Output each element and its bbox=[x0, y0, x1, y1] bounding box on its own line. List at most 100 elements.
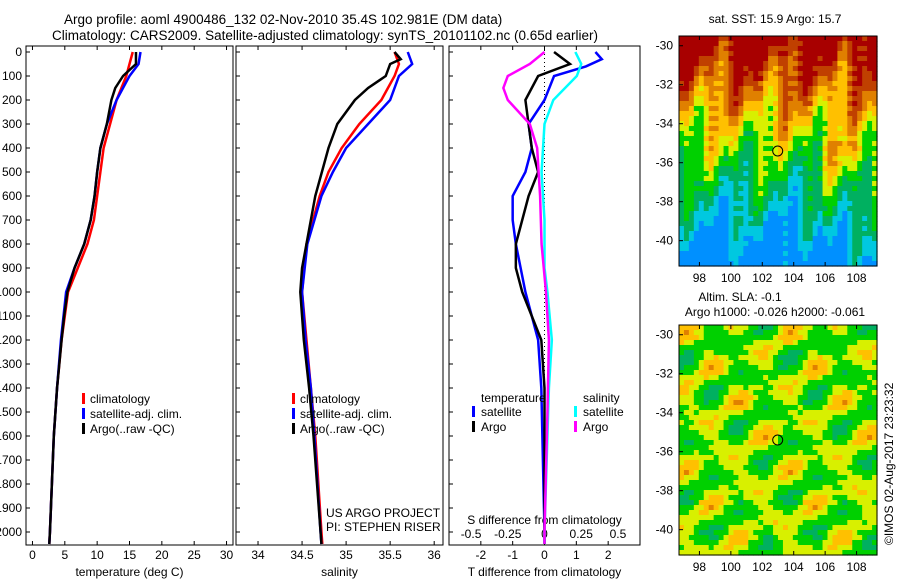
map-cell bbox=[758, 430, 764, 436]
map-cell bbox=[738, 465, 744, 471]
map-cell bbox=[822, 335, 829, 341]
map-cell bbox=[693, 425, 700, 431]
map-cell bbox=[703, 410, 710, 416]
map-cell bbox=[753, 525, 759, 531]
map-cell bbox=[862, 415, 868, 421]
map-cell bbox=[847, 545, 853, 551]
map-cell bbox=[688, 106, 695, 112]
map-cell bbox=[723, 540, 730, 546]
map-cell bbox=[812, 51, 819, 57]
map-cell bbox=[812, 495, 819, 501]
map-cell bbox=[807, 41, 814, 47]
map-cell bbox=[718, 450, 725, 456]
map-cell bbox=[807, 176, 814, 182]
map-cell bbox=[708, 505, 715, 511]
map-cell bbox=[807, 241, 814, 247]
map-cell bbox=[807, 420, 814, 426]
map-cell bbox=[693, 71, 700, 77]
map-cell bbox=[872, 196, 878, 202]
map-cell bbox=[792, 206, 799, 212]
map-cell bbox=[753, 46, 759, 52]
map-cell bbox=[822, 530, 829, 536]
map-cell bbox=[748, 510, 754, 516]
map-cell bbox=[723, 116, 730, 122]
map-cell bbox=[822, 345, 829, 351]
map-cell bbox=[827, 520, 834, 526]
map-cell bbox=[688, 395, 695, 401]
map-cell bbox=[792, 470, 799, 476]
map-cell bbox=[733, 410, 739, 416]
map-cell bbox=[763, 201, 769, 207]
map-cell bbox=[698, 261, 705, 267]
map-cell bbox=[778, 206, 784, 212]
map-cell bbox=[733, 81, 739, 87]
map-cell bbox=[862, 261, 868, 267]
map-cell bbox=[827, 256, 834, 262]
map-cell bbox=[773, 435, 779, 441]
map-cell bbox=[718, 465, 725, 471]
map-cell bbox=[802, 525, 809, 531]
map-cell bbox=[688, 231, 695, 237]
map-cell bbox=[748, 480, 754, 486]
map-cell bbox=[787, 261, 794, 267]
map-cell bbox=[758, 385, 764, 391]
map-cell bbox=[688, 460, 695, 466]
map-cell bbox=[872, 465, 878, 471]
map-cell bbox=[753, 256, 759, 262]
map-cell bbox=[867, 540, 873, 546]
map-cell bbox=[847, 256, 853, 262]
map-cell bbox=[693, 550, 700, 556]
map-cell bbox=[748, 71, 754, 77]
map-cell bbox=[763, 61, 769, 67]
map-cell bbox=[728, 111, 735, 117]
map-cell bbox=[773, 510, 779, 516]
map-cell bbox=[703, 470, 710, 476]
map-cell bbox=[857, 535, 863, 541]
map-cell bbox=[847, 36, 853, 42]
map-cell bbox=[837, 211, 843, 217]
map-cell bbox=[802, 545, 809, 551]
map-cell bbox=[872, 111, 878, 117]
map-cell bbox=[847, 410, 853, 416]
map-cell bbox=[748, 490, 754, 496]
map-cell bbox=[832, 465, 838, 471]
map-cell bbox=[723, 440, 730, 446]
map-cell bbox=[748, 455, 754, 461]
map-cell bbox=[683, 385, 690, 391]
map-cell bbox=[852, 345, 858, 351]
map-cell bbox=[872, 46, 878, 52]
map-cell bbox=[837, 156, 843, 162]
map-cell bbox=[837, 136, 843, 142]
map-cell bbox=[688, 330, 695, 336]
map-cell bbox=[768, 520, 774, 526]
map-cell bbox=[708, 36, 715, 42]
map-cell bbox=[773, 261, 779, 267]
map-cell bbox=[683, 375, 690, 381]
map-cell bbox=[693, 505, 700, 511]
map-cell bbox=[718, 136, 725, 142]
map-cell bbox=[782, 91, 789, 97]
map-cell bbox=[812, 186, 819, 192]
map-cell bbox=[827, 395, 834, 401]
map-cell bbox=[753, 345, 759, 351]
map-cell bbox=[763, 91, 769, 97]
map-cell bbox=[728, 330, 735, 336]
map-cell bbox=[807, 231, 814, 237]
map-cell bbox=[847, 236, 853, 242]
map-cell bbox=[812, 485, 819, 491]
map-cell bbox=[872, 510, 878, 516]
map-cell bbox=[832, 121, 838, 127]
map-cell bbox=[837, 495, 843, 501]
map-cell bbox=[837, 116, 843, 122]
map-cell bbox=[827, 385, 834, 391]
map-cell bbox=[773, 480, 779, 486]
map-cell bbox=[817, 400, 824, 406]
map-cell bbox=[683, 325, 690, 331]
map-cell bbox=[743, 550, 749, 556]
map-cell bbox=[683, 465, 690, 471]
map-cell bbox=[852, 355, 858, 361]
map-cell bbox=[683, 420, 690, 426]
map-cell bbox=[787, 430, 794, 436]
map-cell bbox=[738, 191, 744, 197]
map-cell bbox=[763, 340, 769, 346]
